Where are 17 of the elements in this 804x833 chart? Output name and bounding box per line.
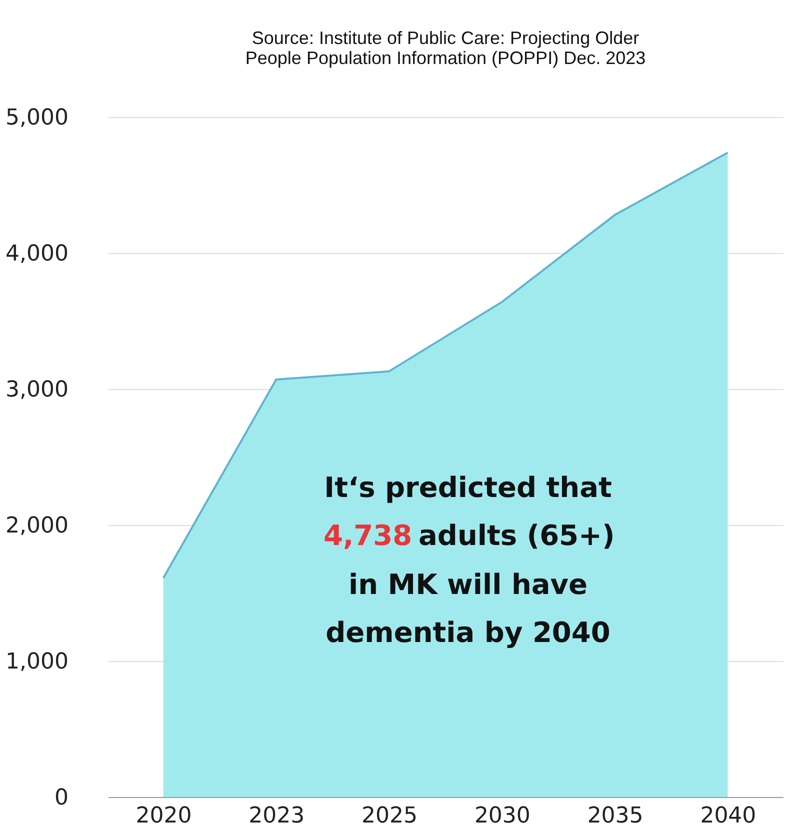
y-tick-label: 2,000 [6,514,68,538]
y-tick-label: 0 [54,786,68,810]
annotation: in MK will have [348,568,588,601]
y-tick-label: 4,000 [6,242,68,266]
annotation: 4,738 adults (65+) [324,519,615,552]
x-tick-label: 2023 [248,804,305,828]
annotation: It‘s predicted that [324,471,612,504]
y-tick-label: 5,000 [6,106,68,130]
x-tick-label: 2035 [587,804,644,828]
chart-title: Source: Institute of Public Care: Projecting Older People Population Information (POPPI) Dec. 2023 [245,28,646,68]
y-tick-label: 3,000 [6,378,68,402]
annotation: dementia by 2040 [326,616,610,649]
x-tick-label: 2020 [136,804,192,828]
y-tick-label: 1,000 [6,650,68,674]
x-tick-label: 2025 [362,804,418,828]
x-tick-label: 2040 [700,804,756,828]
x-tick-label: 2030 [474,804,530,828]
